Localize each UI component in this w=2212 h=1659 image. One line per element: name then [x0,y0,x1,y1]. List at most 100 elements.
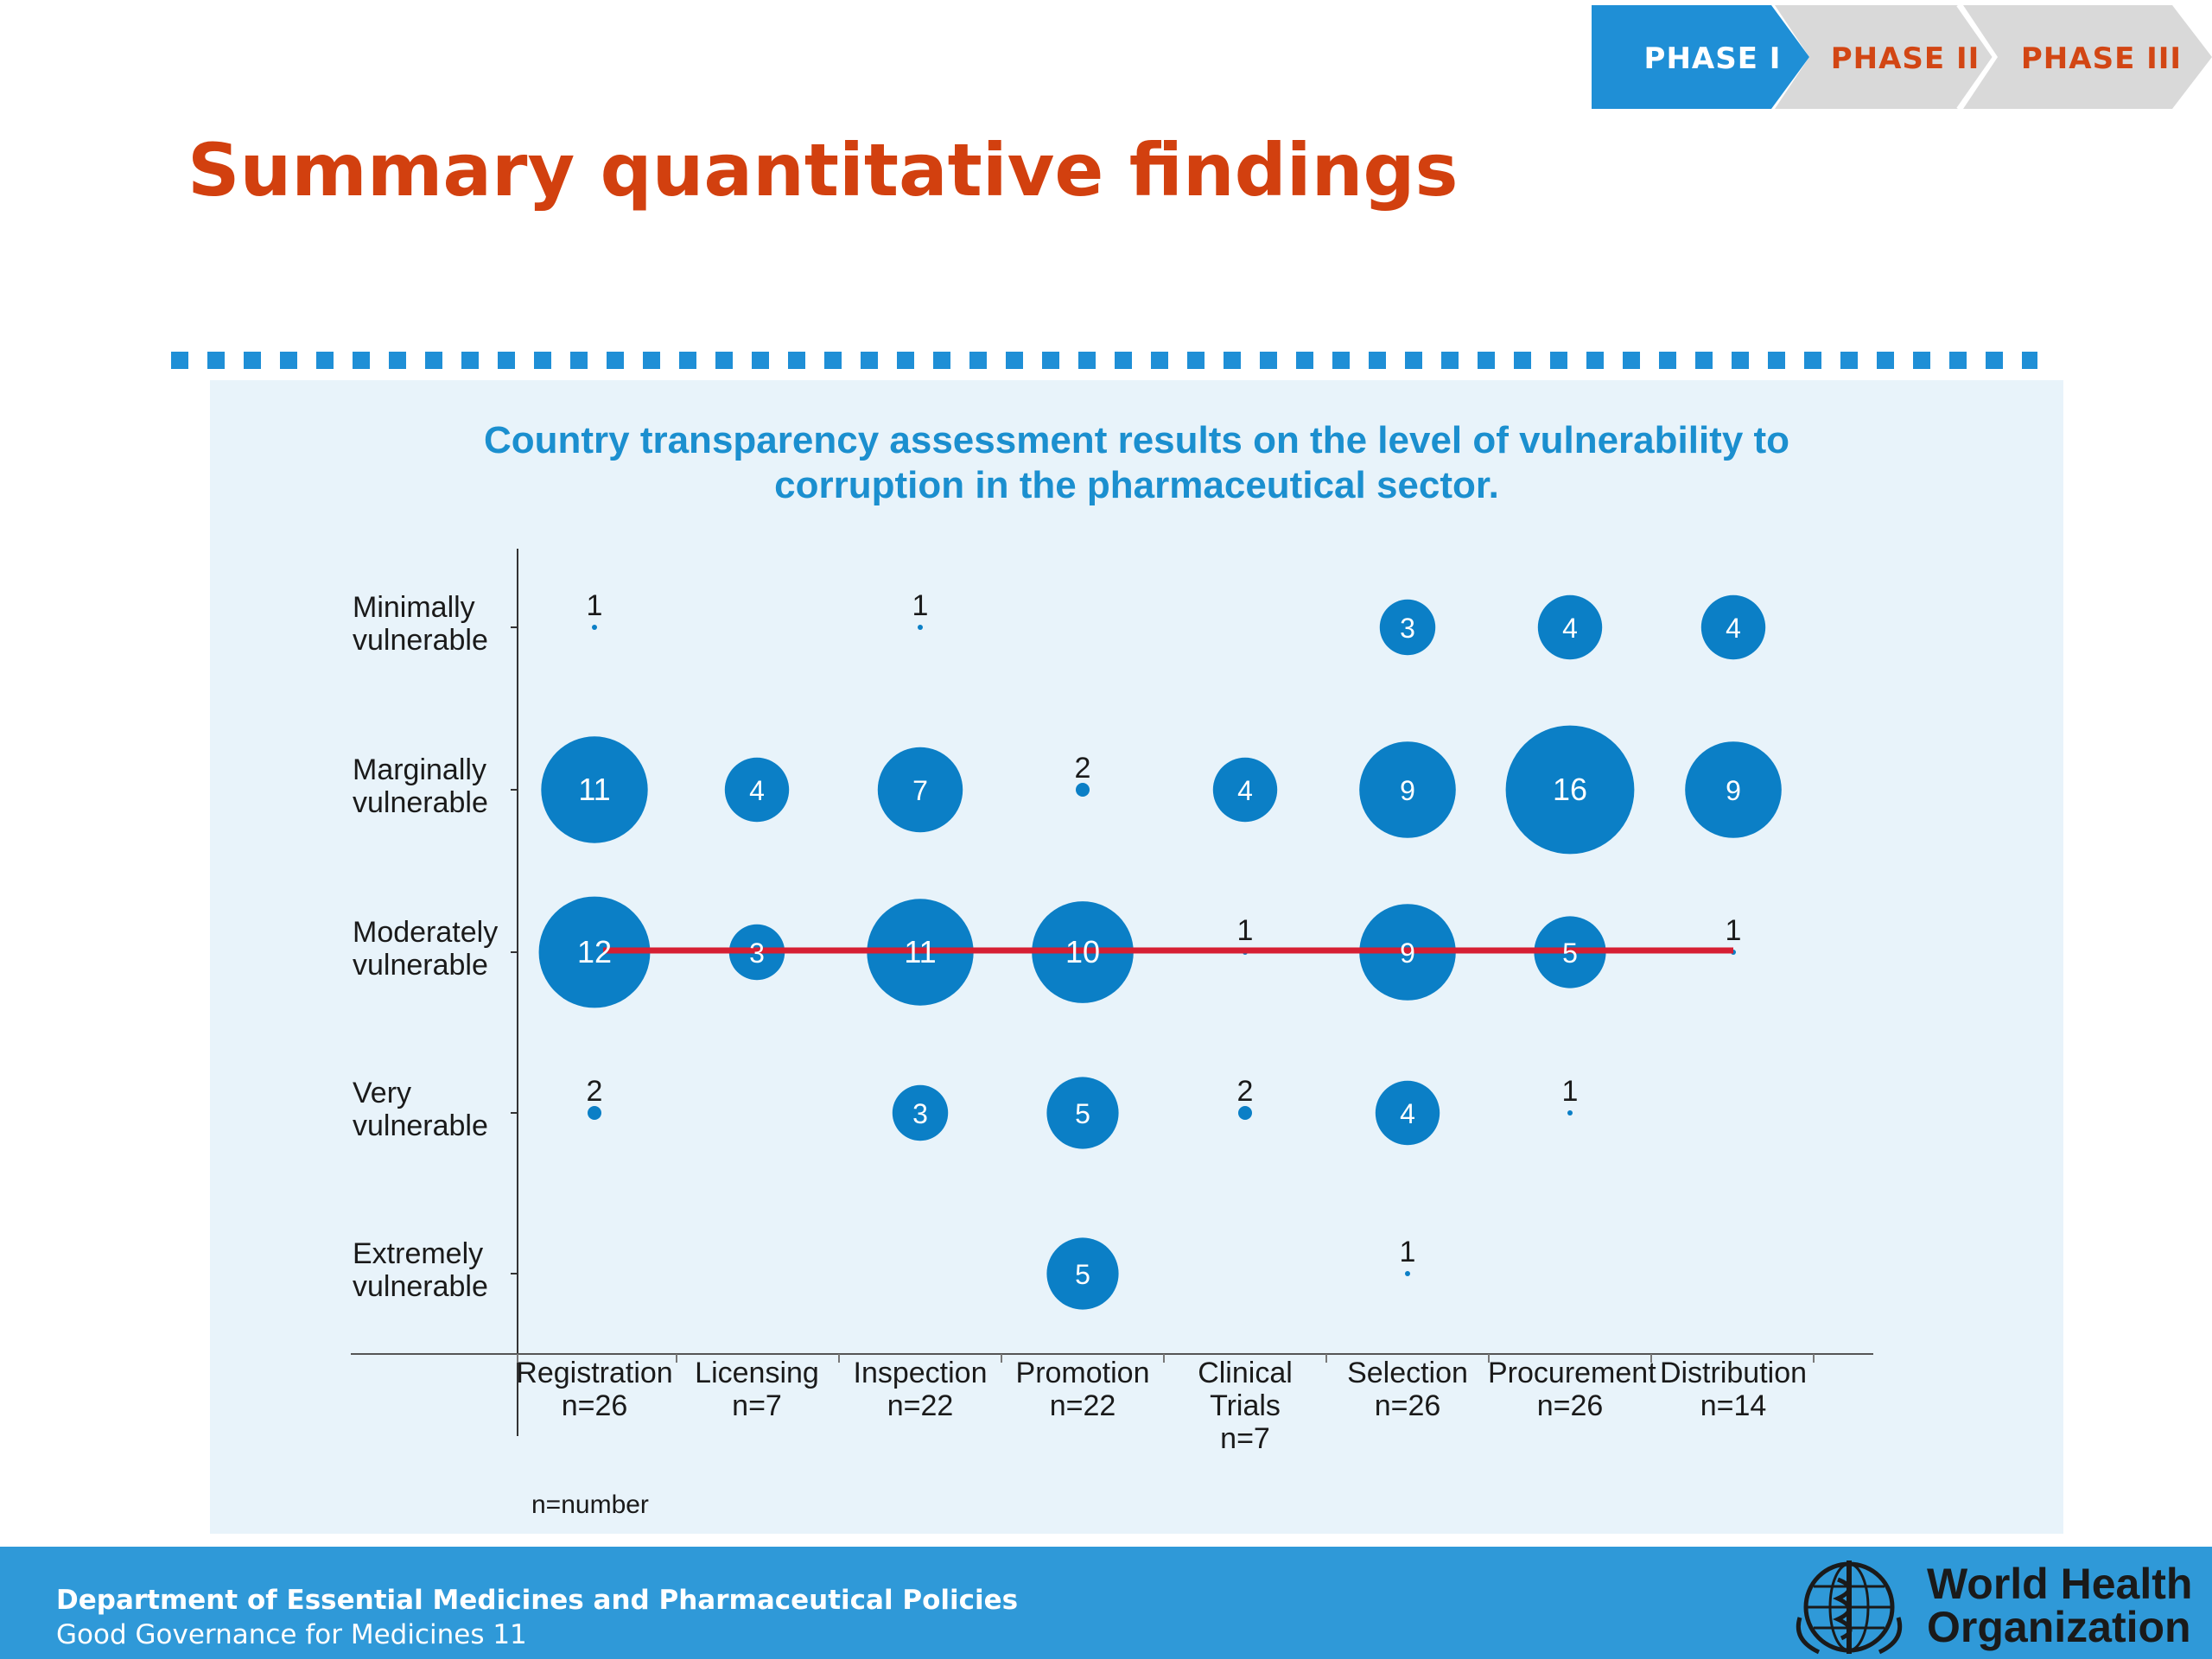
bubble-label: 1 [587,589,603,622]
y-axis-label-line: Extremely [353,1237,484,1270]
bubble-point [1046,1237,1119,1310]
bubble-label: 10 [1065,934,1100,969]
bubble-point [1685,741,1782,838]
x-axis-n: n=22 [887,1389,954,1422]
x-axis-label: Licensing n=7 [675,1357,839,1422]
bubble-point [538,896,651,1008]
x-axis-label: Promotion n=22 [1001,1357,1165,1422]
bubble-label: 4 [1237,775,1253,806]
phase-indicator: PHASE I PHASE II PHASE III [1592,5,2212,109]
bubble-label: 9 [1400,938,1415,969]
bubble-point [724,757,790,823]
phase-chevrons [1592,5,2212,109]
footer-bar: Department of Essential Medicines and Ph… [0,1547,2212,1659]
bubble-label: 12 [577,934,612,969]
slide-title: Summary quantitative findings [188,128,1459,213]
y-axis-label-line: Marginally [353,753,486,786]
bubble-point [541,736,648,843]
phase-1-chevron [1592,5,1809,109]
who-wordmark: World Health Organization [1927,1562,2192,1649]
x-axis-label: Distribution n=14 [1651,1357,1815,1422]
bubble-label: 9 [1400,775,1415,806]
chart-title-line-2: corruption in the pharmaceutical sector. [774,464,1499,506]
bubble-label: 9 [1726,775,1741,806]
phase-3-chevron [1963,5,2212,109]
bubble-point [918,625,923,630]
y-axis-label: Minimally vulnerable [353,591,525,657]
phase-3-label: PHASE III [2020,41,2183,76]
chart-title-line-1: Country transparency assessment results … [483,419,1790,461]
bubble-point [1505,725,1635,855]
dotted-divider [171,352,2037,369]
y-axis-label-line: vulnerable [353,949,488,982]
bubble-point [1046,1077,1119,1149]
x-axis-n: n=26 [1374,1389,1441,1422]
bubble-label: 16 [1553,772,1587,807]
bubble-label: 1 [912,589,929,622]
phase-2-chevron [1775,5,1994,109]
bubble-point [877,747,963,833]
y-axis-label-line: Minimally [353,591,475,624]
bubble-point [1567,1110,1573,1116]
bubble-label: 5 [1562,938,1578,969]
y-axis-label-line: vulnerable [353,786,488,819]
bubble-point [1076,783,1090,797]
bubble-point [1405,1271,1410,1276]
bubble-label: 3 [1400,613,1415,644]
x-axis-n: n=7 [1220,1422,1270,1455]
x-axis-category: Registration [516,1357,673,1389]
y-axis-label-line: vulnerable [353,1109,488,1142]
bubble-point [588,1106,601,1120]
bubble-label: 1 [1237,914,1254,947]
bubble-point [892,1084,949,1141]
bubble-label: 1 [1726,914,1742,947]
bubble-point [1537,594,1603,660]
x-axis-n: n=14 [1700,1389,1767,1422]
bubble-point [1375,1080,1440,1146]
bubble-label: 4 [749,775,765,806]
bubble-label: 11 [578,772,610,807]
x-axis-label: Clinical Trials n=7 [1163,1357,1327,1455]
bubble-label: 2 [587,1075,603,1108]
y-axis-label: Extremely vulnerable [353,1237,525,1303]
y-axis-label-line: vulnerable [353,1270,488,1303]
phase-1-label: PHASE I [1643,41,1782,76]
y-axis-label: Very vulnerable [353,1077,525,1142]
chart-note: n=number [531,1491,649,1519]
bubble-label: 11 [904,934,936,969]
bubble-label: 1 [1400,1236,1416,1268]
bubble-point [1359,741,1456,838]
bubble-label: 2 [1237,1075,1254,1108]
y-axis-label: Marginally vulnerable [353,753,525,819]
bubble-point [1700,594,1766,660]
x-axis-n: n=26 [561,1389,628,1422]
bubble-label: 7 [912,775,928,806]
bubble-point [1379,599,1436,656]
bubble-label: 3 [749,938,765,969]
bubble-label: 2 [1075,752,1091,785]
x-axis-category: Distribution [1659,1357,1808,1389]
who-wordmark-line-2: Organization [1927,1603,2191,1651]
x-axis-n: n=7 [732,1389,782,1422]
bubble-label: 3 [912,1098,928,1129]
y-axis-label-line: vulnerable [353,624,488,657]
x-axis-n: n=26 [1536,1389,1604,1422]
x-axis-category: Inspection [853,1357,988,1389]
x-axis-label: Registration n=26 [512,1357,677,1422]
x-axis-label: Procurement n=26 [1488,1357,1656,1422]
bubble-point [1238,1106,1252,1120]
y-axis-label-line: Very [353,1077,412,1109]
bubble-point [592,625,597,630]
bubble-label: 4 [1400,1098,1415,1129]
x-axis-category: Selection [1347,1357,1468,1389]
bubble-label: 4 [1562,613,1578,644]
x-axis-n: n=22 [1049,1389,1116,1422]
y-axis-label: Moderately vulnerable [353,916,525,982]
footer-department: Department of Essential Medicines and Ph… [56,1585,1019,1616]
phase-2-label: PHASE II [1830,41,1980,76]
phase-2-edge [1956,5,1997,109]
bubble-label: 5 [1075,1259,1090,1290]
x-axis-category: Promotion [1015,1357,1150,1389]
bubble-label: 4 [1726,613,1741,644]
